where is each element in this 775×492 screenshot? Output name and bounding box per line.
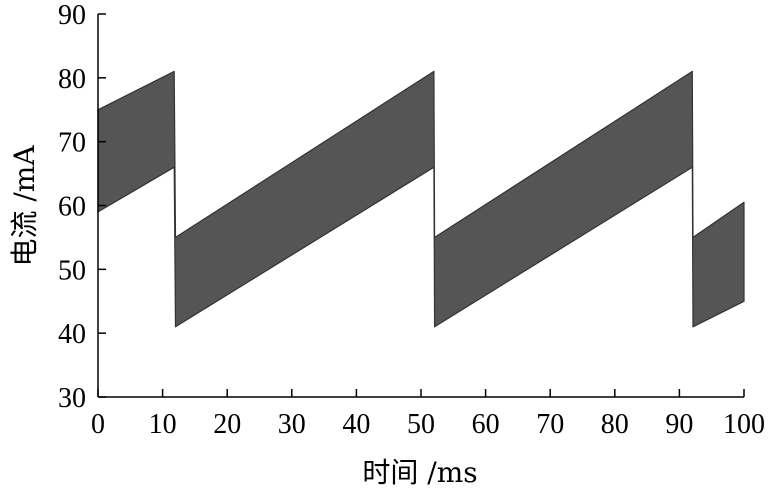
y-ticks: 30 40 50 60 70 80 90 (58, 0, 106, 414)
x-tick-label: 70 (536, 409, 564, 440)
x-tick-label: 60 (472, 409, 500, 440)
y-tick-label: 40 (58, 319, 86, 350)
y-tick-label: 50 (58, 255, 86, 286)
current-band-series-0 (97, 70, 745, 328)
y-tick-label: 60 (58, 192, 86, 223)
x-tick-label: 20 (213, 409, 241, 440)
y-tick-label: 30 (58, 383, 86, 414)
x-tick-label: 40 (342, 409, 370, 440)
x-axis-title: 时间 /ms (362, 456, 477, 489)
x-tick-label: 100 (723, 409, 765, 440)
y-tick-label: 90 (58, 0, 86, 31)
y-axis-title: 电流 /mA (8, 145, 41, 267)
x-tick-label: 0 (91, 409, 105, 440)
y-tick-label: 70 (58, 128, 86, 159)
x-tick-label: 90 (665, 409, 693, 440)
x-tick-label: 50 (407, 409, 435, 440)
axes-layer (97, 14, 744, 398)
current-band-layer (97, 70, 745, 328)
x-tick-label: 80 (601, 409, 629, 440)
x-ticks: 0 10 20 30 40 50 60 70 80 90 100 (91, 389, 765, 440)
x-tick-label: 30 (278, 409, 306, 440)
y-tick-label: 80 (58, 64, 86, 95)
x-tick-label: 10 (149, 409, 177, 440)
